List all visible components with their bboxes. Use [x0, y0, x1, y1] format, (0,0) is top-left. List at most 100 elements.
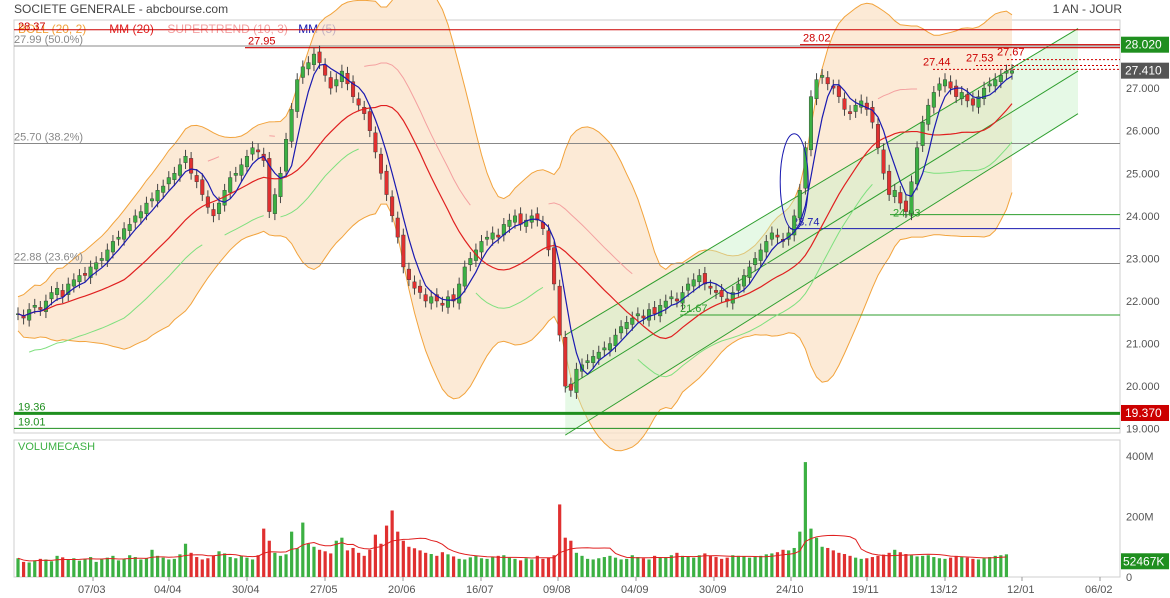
candle-body [289, 109, 294, 142]
candle-body [624, 322, 629, 329]
volume-bar [178, 554, 182, 577]
volume-bar [485, 558, 489, 577]
volume-bar [150, 549, 154, 577]
volume-bar [708, 555, 713, 577]
volume-bar [357, 552, 361, 577]
candle-body [479, 241, 484, 253]
candle-body [775, 234, 780, 238]
candle-body [596, 351, 601, 359]
candle-body [574, 368, 579, 393]
volume-bar [865, 558, 869, 577]
supertrend-segment-8 [475, 286, 544, 309]
supertrend-segment-2 [28, 244, 203, 353]
volume-bar [351, 547, 355, 577]
candle-body [982, 87, 987, 99]
y-tick-label: 19.000 [1126, 424, 1160, 436]
fib-38-2-label: 25.70 (38.2%) [14, 131, 83, 143]
volume-bar [61, 557, 65, 577]
volume-bar [128, 555, 132, 577]
volume-bar [200, 559, 204, 577]
volume-bar [83, 558, 87, 577]
candle-body [585, 360, 590, 363]
volume-bar [301, 522, 305, 577]
candle-body [948, 81, 953, 89]
volume-bar [742, 556, 746, 577]
candle-body [200, 179, 205, 195]
candle-body [674, 298, 679, 302]
volume-bar [585, 558, 590, 577]
candle-body [758, 249, 763, 261]
candle-body [954, 85, 959, 97]
x-tick-label: 06/02 [1085, 584, 1113, 596]
volume-bar [943, 558, 947, 577]
volume-bar [848, 555, 852, 577]
candle-body [323, 64, 328, 76]
volume-bar [451, 556, 456, 577]
candle-body [429, 296, 434, 304]
volume-bar [390, 510, 394, 577]
candle-body [524, 219, 529, 227]
candle-body [719, 290, 724, 297]
volume-bar [33, 560, 37, 577]
volume-bar [535, 555, 539, 577]
candle-body [133, 215, 138, 223]
candle-body [110, 241, 115, 253]
x-tick-label: 27/05 [310, 584, 338, 596]
candle-body [71, 279, 76, 287]
volume-bar [94, 561, 98, 577]
volume-bar [686, 556, 690, 577]
level-28-37-label: 28.37 [18, 21, 46, 33]
volume-bar [267, 540, 271, 577]
volume-bar [921, 555, 925, 577]
candle-body [183, 156, 188, 163]
x-tick-label: 16/07 [466, 584, 494, 596]
volume-bar [999, 555, 1003, 577]
volume-bar [915, 556, 919, 577]
candle-body [267, 158, 272, 212]
candle-body [32, 305, 37, 308]
volume-bar [820, 546, 824, 577]
volume-bar [714, 557, 718, 577]
volume-title: VOLUMECASH [18, 441, 95, 453]
volume-bar [463, 559, 467, 577]
fib-23-6-label: 22.88 (23.6%) [14, 252, 83, 264]
candle-body [836, 85, 841, 97]
volume-bar [937, 558, 942, 577]
candle-body [49, 292, 54, 300]
level-24-03-label: 24.03 [893, 208, 921, 220]
candle-body [708, 285, 713, 289]
candle-body [127, 224, 132, 231]
candle-body [166, 177, 171, 185]
volume-bar [993, 555, 997, 577]
candle-body [669, 296, 674, 300]
volume-bar [44, 559, 48, 577]
volume-bar [580, 555, 584, 577]
candle-body [920, 121, 925, 146]
candle-body [451, 294, 456, 302]
candle-body [155, 190, 160, 202]
candle-body [652, 307, 657, 314]
volume-bar [909, 555, 914, 577]
volume-bar [195, 557, 199, 577]
volume-bar [854, 557, 858, 577]
candle-body [769, 232, 774, 240]
candle-body [563, 337, 568, 387]
candle-body [378, 153, 383, 174]
candle-body [423, 294, 428, 302]
candle-body [88, 266, 93, 278]
bollinger-lower-line [17, 192, 1013, 452]
volume-ma-line [17, 534, 1007, 562]
volume-bar [340, 537, 344, 577]
candle-body [468, 258, 473, 266]
candle-body [434, 294, 439, 302]
candle-body [747, 266, 752, 278]
candle-body [898, 192, 903, 204]
volume-bar [960, 557, 964, 577]
y-tick-label: 27.000 [1126, 83, 1160, 95]
volume-bar [982, 558, 986, 577]
candle-body [535, 213, 540, 221]
candle-body [602, 347, 607, 351]
candle-body [116, 236, 121, 240]
candle-body [462, 266, 467, 287]
